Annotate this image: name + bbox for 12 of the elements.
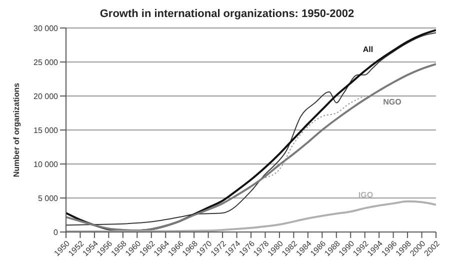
y-tick-label: 0 bbox=[54, 228, 59, 237]
series-label: NGO bbox=[383, 98, 402, 107]
y-tick-label: 20 000 bbox=[34, 92, 59, 101]
series-label: IGO bbox=[358, 190, 374, 200]
series-label: All bbox=[362, 44, 374, 54]
chart-title: Growth in international organizations: 1950-2002 bbox=[98, 8, 356, 20]
y-tick-label: 25 000 bbox=[34, 58, 59, 67]
y-axis-title: Number of organizations bbox=[12, 82, 21, 178]
y-tick-label: 5 000 bbox=[38, 194, 59, 203]
y-tick-label: 15 000 bbox=[34, 126, 59, 135]
y-tick-label: 30 000 bbox=[34, 24, 59, 33]
y-tick-label: 10 000 bbox=[34, 160, 59, 169]
